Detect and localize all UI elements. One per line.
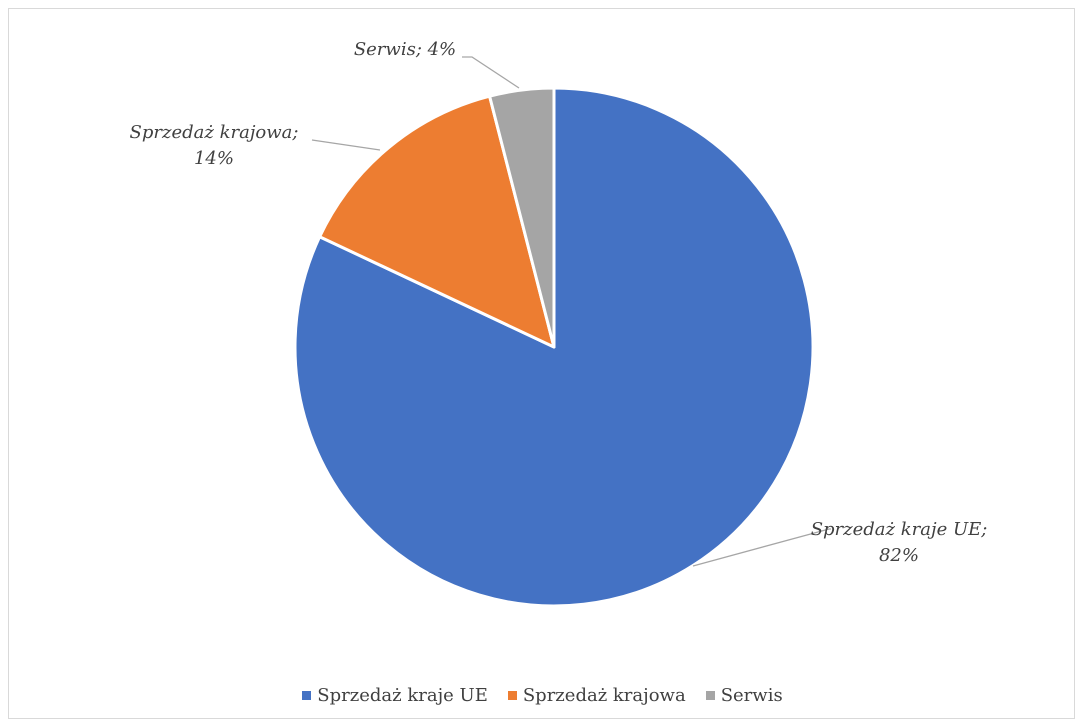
chart-area: Sprzedaż kraje UE; 82% Sprzedaż krajowa; 14… [8,8,1075,719]
pie-slice-sprzeda-krajowa[interactable] [318,94,556,349]
legend-swatch [507,691,517,700]
pie-chart: Sprzedaż kraje UE; 82% Sprzedaż krajowa; 14… [130,39,988,608]
legend-label: Serwis [720,685,783,706]
legend-label: Sprzedaż krajowa [522,685,686,706]
legend: Sprzedaż kraje UE Sprzedaż krajowa Serwi… [9,9,1076,720]
legend-label: Sprzedaż kraje UE [317,685,488,706]
legend-swatch [705,691,715,700]
leader-line-sprzeda-krajowa [311,139,381,151]
pie-slices [293,86,815,608]
leader-line-serwis [462,56,520,89]
legend-item-sprzedaz-kraje-ue[interactable]: Sprzedaż kraje UE [302,685,488,706]
data-label-serwis: Serwis; 4% [354,39,456,60]
data-labels: Sprzedaż kraje UE; 82% Sprzedaż krajowa; 14… [130,39,988,566]
leader-line-sprzeda-kraje-ue [692,528,831,567]
pie-slice-serwis[interactable] [488,86,556,349]
leader-lines [311,56,831,567]
legend-item-serwis[interactable]: Serwis [705,685,783,706]
data-label-sprzeda-krajowa: Sprzedaż krajowa; 14% [130,122,299,169]
legend-item-sprzedaz-krajowa[interactable]: Sprzedaż krajowa [507,685,686,706]
legend-swatch [302,691,312,700]
data-label-sprzeda-kraje-ue: Sprzedaż kraje UE; 82% [811,519,988,566]
